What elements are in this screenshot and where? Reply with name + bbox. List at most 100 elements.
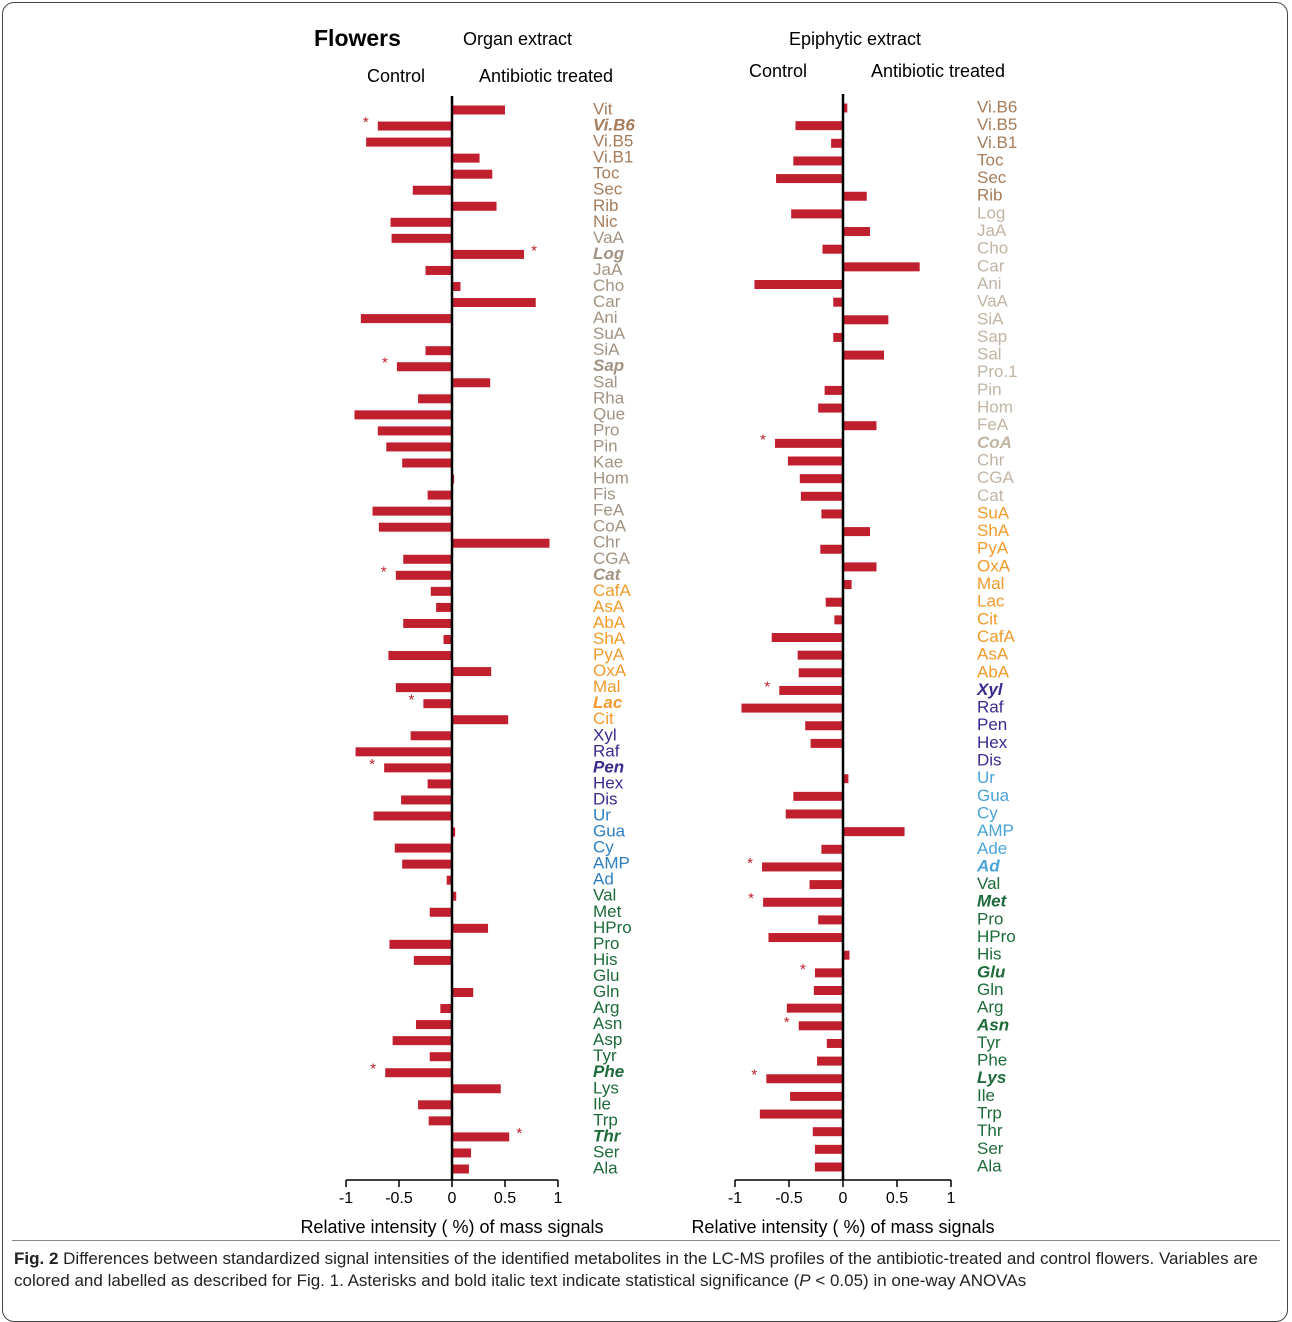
bar: [821, 844, 843, 854]
category-label: Pin: [977, 380, 1002, 399]
bar: [412, 185, 452, 195]
category-label: CGA: [593, 549, 631, 568]
category-label: HPro: [977, 927, 1016, 946]
category-label: Xyl: [976, 680, 1004, 699]
bar: [429, 907, 452, 917]
side-label: Antibiotic treated: [479, 66, 613, 86]
bar: [825, 597, 843, 607]
category-label: Tyr: [593, 1046, 617, 1065]
bar: [822, 244, 843, 254]
bar: [452, 249, 525, 259]
chart: Flowers Organ extract Control Antibiotic t…: [300, 25, 1017, 1237]
x-tick-label: -0.5: [385, 1190, 413, 1207]
category-label: Cho: [977, 239, 1008, 258]
bar: [809, 880, 843, 890]
category-label: Raf: [977, 698, 1004, 717]
category-label: Toc: [977, 150, 1004, 169]
category-label: Lys: [593, 1078, 619, 1097]
category-label: Cho: [593, 276, 624, 295]
bar: [826, 1038, 843, 1048]
bar: [754, 280, 843, 289]
bar: [425, 265, 452, 275]
category-label: Dis: [977, 751, 1002, 770]
category-label: Lac: [593, 693, 623, 712]
category-label: Gln: [977, 980, 1003, 999]
bar: [410, 731, 452, 741]
chart-title: Epiphytic extract: [789, 29, 921, 49]
category-label: Ile: [977, 1086, 995, 1105]
bar: [452, 891, 457, 901]
category-label: Ade: [977, 839, 1007, 858]
category-label: Thr: [977, 1121, 1003, 1140]
bar: [394, 843, 452, 853]
bar: [790, 1091, 843, 1101]
category-label: PyA: [593, 645, 625, 664]
bar: [443, 635, 452, 644]
significance-marker: *: [747, 855, 753, 872]
category-label: Dis: [593, 789, 618, 808]
category-label: Ad: [593, 870, 614, 889]
category-label: His: [593, 950, 618, 969]
category-label: Ser: [593, 1142, 620, 1161]
category-label: Pro: [977, 909, 1003, 928]
bar: [843, 262, 920, 272]
bar: [452, 282, 461, 291]
bar: [786, 1003, 843, 1013]
significance-marker: *: [516, 1125, 522, 1142]
significance-marker: *: [408, 692, 414, 709]
category-label: AbA: [593, 613, 626, 632]
category-label: Sap: [593, 356, 624, 375]
category-label: Phe: [977, 1051, 1007, 1070]
bar: [402, 859, 452, 869]
significance-marker: *: [369, 756, 375, 773]
bar: [824, 385, 843, 395]
category-label: Vi.B1: [977, 133, 1017, 152]
category-label: Ala: [977, 1156, 1002, 1175]
bar: [843, 421, 877, 431]
category-label: SuA: [977, 503, 1010, 522]
bar: [452, 298, 536, 308]
bar: [452, 1132, 510, 1142]
category-label: Raf: [593, 741, 620, 760]
x-tick-label: -0.5: [775, 1190, 803, 1207]
x-tick-label: 0.5: [494, 1190, 516, 1207]
bar: [843, 227, 870, 237]
bar: [452, 715, 509, 725]
category-label: Asn: [976, 1015, 1009, 1034]
category-label: Mal: [977, 574, 1004, 593]
significance-marker: *: [764, 678, 770, 695]
category-label: Rha: [593, 388, 625, 407]
category-label: Glu: [977, 962, 1006, 981]
bar: [831, 138, 843, 148]
significance-marker: *: [760, 431, 766, 448]
x-tick-label: 1: [947, 1190, 956, 1207]
category-label: Chr: [593, 533, 621, 552]
bar: [378, 522, 452, 532]
category-label: Pro: [593, 934, 619, 953]
bar: [843, 350, 885, 360]
bar: [452, 667, 492, 677]
bar: [759, 1109, 843, 1119]
category-label: Met: [593, 902, 622, 921]
x-tick-label: -1: [728, 1190, 742, 1207]
category-label: Toc: [593, 164, 620, 183]
significance-marker: *: [382, 355, 388, 372]
significance-marker: *: [381, 563, 387, 580]
category-label: Ad: [976, 856, 1000, 875]
category-label: Pin: [593, 436, 618, 455]
bar: [814, 1162, 843, 1172]
category-label: Xyl: [593, 725, 617, 744]
bar: [427, 779, 452, 789]
category-label: FeA: [977, 415, 1009, 434]
bar: [833, 297, 843, 307]
x-axis-title: Relative intensity ( %) of mass signals: [691, 1217, 994, 1237]
category-label: SiA: [593, 340, 620, 359]
bar: [389, 939, 452, 949]
bar: [386, 442, 452, 452]
significance-marker: *: [531, 242, 537, 259]
bar: [843, 527, 870, 537]
bar: [446, 875, 452, 885]
category-label: Tyr: [977, 1033, 1001, 1052]
bar: [799, 474, 843, 484]
category-label: Cy: [593, 838, 614, 857]
